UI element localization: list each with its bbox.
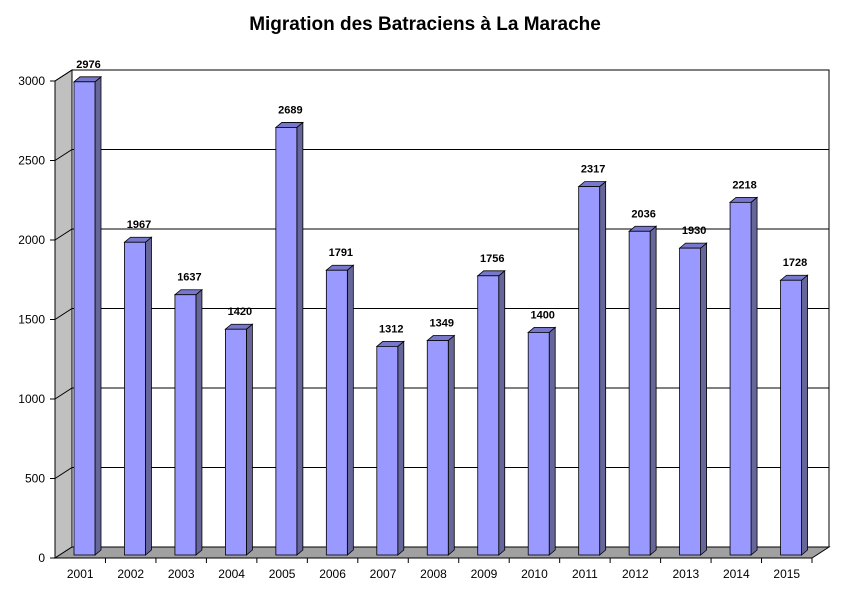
x-tick-label: 2006 bbox=[319, 567, 346, 581]
x-tick-label: 2002 bbox=[117, 567, 144, 581]
gridline bbox=[54, 69, 829, 82]
data-label: 1930 bbox=[682, 225, 706, 237]
bar bbox=[527, 331, 550, 556]
bar-side bbox=[245, 323, 253, 556]
gridline bbox=[54, 228, 829, 241]
bar-side bbox=[599, 180, 607, 556]
x-tick-label: 2004 bbox=[218, 567, 245, 581]
data-label: 1728 bbox=[783, 257, 807, 269]
x-tick-label: 2015 bbox=[773, 567, 800, 581]
x-tick-label: 2012 bbox=[622, 567, 649, 581]
data-label: 2317 bbox=[581, 164, 605, 176]
bar-side bbox=[145, 236, 152, 556]
y-tick-label: 2000 bbox=[18, 233, 45, 247]
data-label: 2036 bbox=[631, 208, 655, 220]
chart-title: Migration des Batraciens à La Marache bbox=[249, 14, 601, 35]
x-tick-label: 2011 bbox=[572, 567, 598, 581]
bar bbox=[376, 345, 399, 556]
bar bbox=[224, 328, 247, 556]
bar-side bbox=[649, 225, 657, 556]
bar-side bbox=[548, 326, 556, 556]
data-label: 1967 bbox=[127, 219, 151, 231]
x-tick-label: 2005 bbox=[269, 567, 296, 581]
bar bbox=[73, 81, 96, 556]
y-tick-label: 2500 bbox=[18, 154, 45, 168]
x-tick-label: 2013 bbox=[672, 567, 699, 581]
bar-side bbox=[346, 264, 354, 556]
data-label: 1400 bbox=[530, 309, 554, 321]
bar-side bbox=[700, 242, 707, 556]
bar bbox=[426, 340, 449, 556]
bar bbox=[628, 230, 651, 556]
bar-side bbox=[397, 340, 405, 556]
bar bbox=[325, 269, 348, 556]
data-label: 1349 bbox=[430, 318, 454, 330]
gridline bbox=[54, 149, 829, 161]
bar bbox=[275, 127, 298, 556]
data-label: 1637 bbox=[177, 272, 201, 284]
data-label: 2689 bbox=[278, 104, 302, 116]
x-tick-label: 2008 bbox=[420, 567, 447, 581]
y-tick-label: 3000 bbox=[18, 74, 45, 88]
data-label: 1791 bbox=[329, 247, 353, 259]
y-tick-label: 0 bbox=[38, 551, 45, 565]
x-tick-label: 2009 bbox=[471, 567, 498, 581]
bar-side bbox=[94, 75, 102, 556]
y-tick-label: 500 bbox=[25, 472, 45, 486]
gridline bbox=[54, 308, 829, 320]
bar bbox=[477, 275, 500, 556]
x-tick-label: 2014 bbox=[723, 567, 750, 581]
bar bbox=[780, 279, 802, 556]
x-tick-label: 2010 bbox=[521, 567, 548, 581]
gridline bbox=[54, 467, 829, 479]
x-tick-label: 2003 bbox=[168, 567, 195, 581]
bar-side bbox=[750, 196, 758, 556]
data-label: 1420 bbox=[228, 306, 252, 318]
y-tick-label: 1500 bbox=[18, 313, 45, 327]
data-label: 2218 bbox=[732, 179, 756, 191]
x-tick-label: 2007 bbox=[370, 567, 397, 581]
bar-side bbox=[296, 121, 304, 556]
bar-side bbox=[498, 269, 506, 556]
data-label: 2976 bbox=[76, 59, 100, 71]
gridline bbox=[54, 387, 829, 400]
data-label: 1756 bbox=[480, 253, 504, 265]
y-tick-label: 1000 bbox=[18, 392, 45, 406]
bar bbox=[729, 201, 752, 556]
bar bbox=[578, 186, 601, 556]
bar bbox=[679, 247, 701, 556]
bar bbox=[174, 294, 197, 556]
bar-side bbox=[801, 274, 808, 556]
bar-side bbox=[447, 334, 455, 556]
x-tick-label: 2001 bbox=[67, 567, 94, 581]
bar bbox=[124, 241, 146, 556]
bar-side bbox=[195, 288, 203, 556]
data-label: 1312 bbox=[379, 323, 403, 335]
